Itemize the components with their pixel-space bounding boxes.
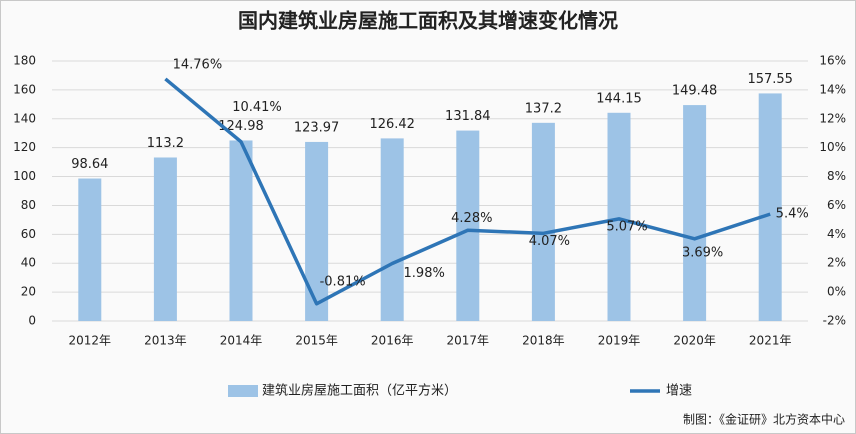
line-value-label: 4.07% bbox=[529, 234, 570, 249]
x-tick-label: 2018年 bbox=[522, 334, 565, 348]
bar bbox=[683, 105, 707, 321]
line-value-label: 4.28% bbox=[451, 211, 492, 226]
line-value-label: 14.76% bbox=[173, 57, 223, 72]
x-tick-label: 2013年 bbox=[144, 334, 187, 348]
bar bbox=[758, 93, 782, 321]
y-tick-label: 0 bbox=[28, 314, 36, 328]
bar bbox=[229, 140, 253, 321]
line-value-label: 1.98% bbox=[404, 266, 445, 281]
bar bbox=[456, 130, 480, 321]
growth-line bbox=[164, 77, 771, 306]
bar-value-label: 131.84 bbox=[445, 109, 491, 124]
bar bbox=[607, 112, 631, 322]
bar bbox=[305, 141, 329, 321]
bar-value-label: 144.15 bbox=[596, 91, 642, 106]
y2-tick-label: 8% bbox=[827, 169, 846, 183]
bar-value-label: 113.2 bbox=[147, 136, 184, 151]
x-tick-label: 2012年 bbox=[69, 334, 112, 348]
line-value-label: 5.07% bbox=[606, 219, 647, 234]
bar bbox=[153, 157, 177, 321]
x-tick-label: 2021年 bbox=[749, 334, 792, 348]
x-tick-label: 2014年 bbox=[220, 334, 263, 348]
y-tick-label: 60 bbox=[21, 227, 36, 241]
x-tick-label: 2020年 bbox=[673, 334, 716, 348]
x-tick-label: 2019年 bbox=[598, 334, 641, 348]
y2-tick-label: 16% bbox=[819, 54, 846, 68]
y2-tick-label: 14% bbox=[819, 82, 846, 96]
bar-value-label: 126.42 bbox=[369, 117, 415, 132]
bar bbox=[380, 138, 404, 321]
y-tick-label: 80 bbox=[21, 198, 36, 212]
line-value-label: 5.4% bbox=[776, 207, 809, 222]
y2-tick-label: 4% bbox=[827, 227, 846, 241]
y2-tick-label: 12% bbox=[819, 111, 846, 125]
bar bbox=[531, 122, 555, 321]
bar-value-label: 137.2 bbox=[525, 101, 562, 116]
chart-title: 国内建筑业房屋施工面积及其增速变化情况 bbox=[238, 9, 618, 33]
source-note: 制图：《金证研》北方资本中心 bbox=[683, 412, 845, 427]
y2-tick-label: 6% bbox=[827, 198, 846, 212]
x-tick-label: 2015年 bbox=[295, 334, 338, 348]
bar-value-label: 157.55 bbox=[747, 72, 793, 87]
y-tick-label: 140 bbox=[13, 111, 36, 125]
legend-label: 建筑业房屋施工面积（亿平方米） bbox=[262, 383, 457, 399]
y2-tick-label: 10% bbox=[819, 140, 846, 154]
y-tick-label: 180 bbox=[13, 54, 36, 68]
y-tick-label: 40 bbox=[21, 256, 36, 270]
line-value-label: 10.41% bbox=[232, 100, 282, 115]
y2-tick-label: -2% bbox=[823, 314, 846, 328]
bar-value-label: 123.97 bbox=[294, 120, 340, 135]
line-value-label: -0.81% bbox=[320, 274, 366, 289]
bar bbox=[78, 178, 102, 321]
x-tick-label: 2017年 bbox=[447, 334, 490, 348]
y2-tick-label: 0% bbox=[827, 285, 846, 299]
bar-value-label: 149.48 bbox=[672, 84, 718, 99]
y-tick-label: 120 bbox=[13, 140, 36, 154]
y-tick-label: 100 bbox=[13, 169, 36, 183]
y2-tick-label: 2% bbox=[827, 256, 846, 270]
legend-swatch bbox=[228, 385, 258, 397]
legend-label: 增速 bbox=[666, 384, 692, 399]
bar-value-label: 98.64 bbox=[71, 157, 108, 172]
y-tick-label: 20 bbox=[21, 285, 36, 299]
x-tick-label: 2016年 bbox=[371, 334, 414, 348]
line-value-label: 3.69% bbox=[682, 245, 723, 260]
y-tick-label: 160 bbox=[13, 82, 36, 96]
